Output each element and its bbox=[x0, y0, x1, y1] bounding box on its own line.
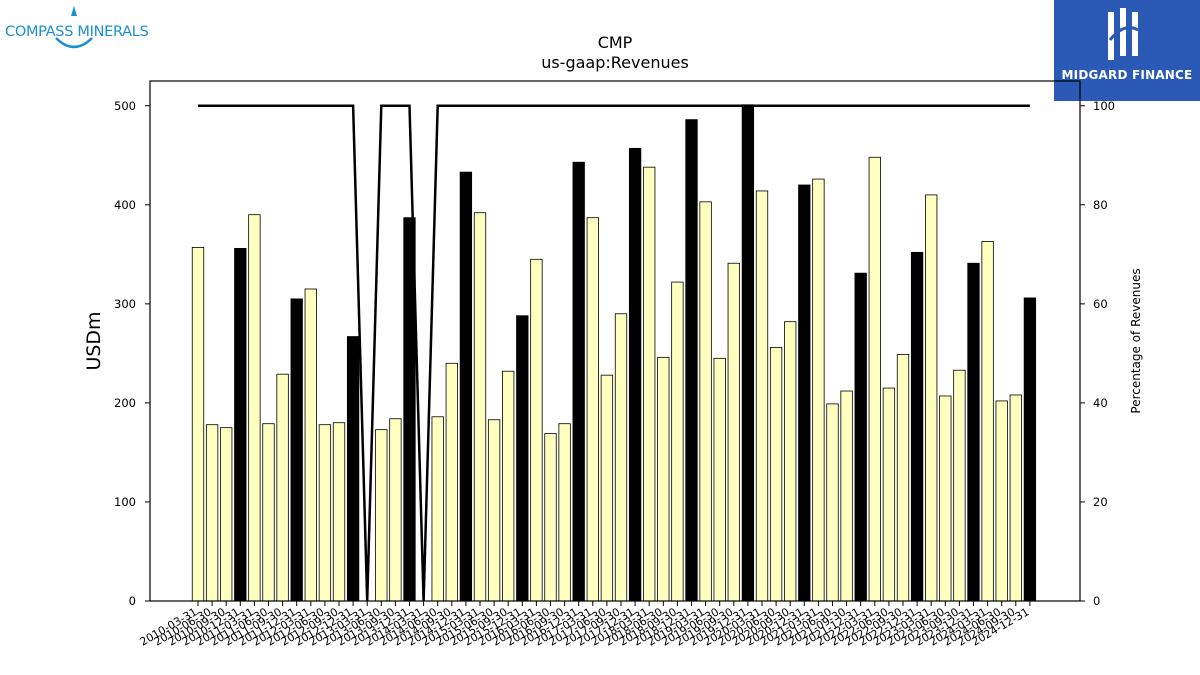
bar-2021-12-31 bbox=[854, 272, 867, 602]
bar-2012-12-31 bbox=[346, 336, 360, 602]
bar-2017-12-31 bbox=[628, 147, 642, 602]
y-tick-label: 400 bbox=[114, 198, 136, 212]
bar-2016-06-30 bbox=[544, 433, 557, 602]
bar-2024-03-31 bbox=[981, 241, 994, 602]
bar-2018-12-31 bbox=[685, 119, 698, 602]
bar-2017-09-30 bbox=[614, 313, 628, 602]
bar-2017-06-30 bbox=[600, 374, 614, 602]
bar-2010-06-30 bbox=[205, 424, 219, 602]
bar-2024-06-30 bbox=[995, 400, 1008, 602]
bar-2019-06-30 bbox=[713, 357, 726, 602]
y2-tick-label: 40 bbox=[1093, 396, 1108, 410]
bar-2014-12-31 bbox=[459, 171, 473, 602]
bar-2023-09-30 bbox=[953, 369, 966, 602]
bar-2023-06-30 bbox=[939, 395, 952, 602]
y2-axis-label: Percentage of Revenues bbox=[1129, 268, 1143, 413]
chart-title: CMP bbox=[598, 33, 633, 52]
y-tick-label: 200 bbox=[114, 396, 136, 410]
bar-2019-03-31 bbox=[699, 201, 712, 602]
bar-2019-12-31 bbox=[741, 104, 755, 602]
bar-2017-03-31 bbox=[586, 217, 599, 602]
bar-2015-03-31 bbox=[473, 212, 487, 602]
bar-2022-09-30 bbox=[896, 353, 910, 602]
bar-2022-03-31 bbox=[868, 156, 881, 602]
bar-2024-12-31 bbox=[1023, 297, 1037, 602]
bar-2012-06-30 bbox=[318, 424, 332, 602]
y2-tick-label: 20 bbox=[1093, 495, 1108, 509]
bar-2011-09-30 bbox=[276, 373, 289, 602]
y-tick-label: 500 bbox=[114, 99, 136, 113]
bar-2015-12-31 bbox=[516, 315, 529, 602]
bar-2011-12-31 bbox=[290, 298, 303, 602]
bar-2018-03-31 bbox=[643, 166, 656, 602]
bar-2012-03-31 bbox=[304, 288, 317, 602]
y2-tick-label: 100 bbox=[1093, 99, 1115, 113]
bar-2020-03-31 bbox=[755, 190, 769, 602]
bar-2015-06-30 bbox=[487, 419, 501, 602]
compass-logo-icon bbox=[55, 6, 93, 49]
percentage-line bbox=[198, 104, 1030, 602]
bar-2023-03-31 bbox=[925, 194, 938, 602]
bar-2021-03-31 bbox=[812, 178, 825, 602]
y-axis-label: USDm bbox=[83, 311, 105, 370]
bar-2013-09-30 bbox=[389, 418, 402, 602]
bar-2010-03-31 bbox=[191, 246, 205, 602]
midgard-logo-icon bbox=[1108, 8, 1139, 60]
bar-2020-09-30 bbox=[784, 321, 797, 602]
midgard-finance-wordmark: MIDGARD FINANCE bbox=[1061, 68, 1193, 82]
bar-2021-09-30 bbox=[840, 390, 853, 602]
bar-2016-03-31 bbox=[530, 258, 543, 602]
plot-frame bbox=[149, 80, 1081, 602]
bar-2022-06-30 bbox=[882, 387, 896, 602]
bar-2016-12-31 bbox=[572, 161, 585, 602]
bar-2010-12-31 bbox=[234, 247, 247, 602]
bar-2015-09-30 bbox=[502, 370, 515, 602]
bar-2010-09-30 bbox=[220, 427, 233, 602]
bar-2011-06-30 bbox=[262, 423, 275, 602]
bar-2020-06-30 bbox=[769, 347, 783, 602]
bar-2024-09-30 bbox=[1009, 394, 1022, 602]
midgard-finance-logo: MIDGARD FINANCE bbox=[1054, 0, 1200, 101]
bar-2016-09-30 bbox=[558, 423, 571, 602]
bar-2019-09-30 bbox=[727, 262, 740, 602]
bar-2018-09-30 bbox=[671, 281, 684, 602]
y-tick-label: 300 bbox=[114, 297, 136, 311]
y-tick-label: 100 bbox=[114, 495, 136, 509]
bar-2011-03-31 bbox=[248, 214, 261, 602]
chart-subtitle: us-gaap:Revenues bbox=[541, 53, 689, 72]
bar-2014-09-30 bbox=[445, 362, 458, 602]
y-tick-label: 0 bbox=[129, 594, 136, 608]
bar-2021-06-30 bbox=[826, 403, 839, 602]
compass-minerals-wordmark: COMPASS MINERALS bbox=[5, 24, 149, 40]
bar-2022-12-31 bbox=[910, 251, 924, 602]
bar-2014-06-30 bbox=[431, 416, 444, 602]
bar-2020-12-31 bbox=[798, 184, 811, 602]
bar-2018-06-30 bbox=[657, 356, 670, 602]
y2-tick-label: 80 bbox=[1093, 198, 1108, 212]
y2-tick-label: 60 bbox=[1093, 297, 1108, 311]
plot-area: 01002003004005000204060801002010-03-3120… bbox=[114, 80, 1115, 649]
compass-minerals-logo: COMPASS MINERALS bbox=[4, 4, 154, 54]
bar-2012-09-30 bbox=[332, 422, 346, 602]
bar-2013-06-30 bbox=[375, 429, 388, 602]
bar-2023-12-31 bbox=[967, 262, 980, 602]
y2-tick-label: 0 bbox=[1093, 594, 1100, 608]
